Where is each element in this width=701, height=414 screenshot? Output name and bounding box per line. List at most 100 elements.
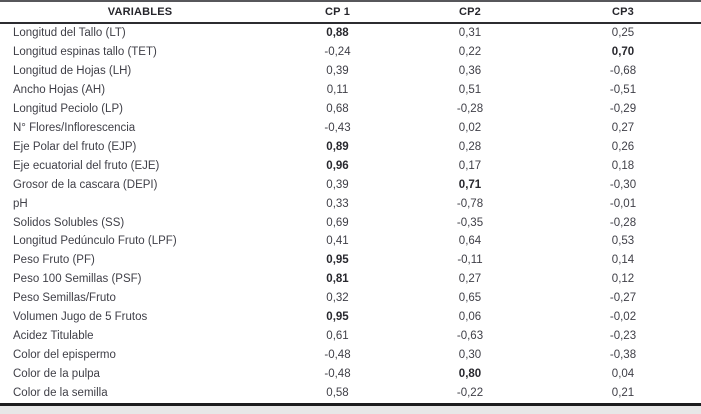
cp1-value-cell: 0,89 bbox=[326, 140, 349, 153]
variable-cell: Color del epispermo bbox=[13, 349, 116, 362]
page-background-strip bbox=[0, 406, 701, 414]
cp2-value-cell: -0,28 bbox=[456, 102, 484, 115]
cp3-value-cell: 0,53 bbox=[611, 235, 635, 248]
variable-cell: N° Flores/Inflorescencia bbox=[13, 121, 136, 134]
cp2-value-cell: 0,64 bbox=[458, 235, 482, 248]
cp1-value-cell: 0,33 bbox=[326, 197, 349, 210]
cp2-value-cell: -0,63 bbox=[456, 330, 484, 343]
table-row: Longitud Peciolo (LP) 0,68 -0,28 -0,29 bbox=[0, 100, 701, 119]
variable-cell: Peso Fruto (PF) bbox=[13, 254, 95, 267]
cp3-value-cell: -0,51 bbox=[609, 83, 637, 96]
table-row: Acidez Titulable 0,61 -0,63 -0,23 bbox=[0, 327, 701, 346]
variable-cell: Grosor de la cascara (DEPI) bbox=[13, 178, 158, 191]
cp1-value-cell: 0,39 bbox=[326, 178, 349, 191]
cp1-value-cell: -0,24 bbox=[324, 45, 351, 58]
cp3-value-cell: -0,30 bbox=[609, 178, 637, 191]
table-row: Ancho Hojas (AH) 0,11 0,51 -0,51 bbox=[0, 81, 701, 100]
table-row: Eje Polar del fruto (EJP) 0,89 0,28 0,26 bbox=[0, 138, 701, 157]
cp3-value-cell: 0,18 bbox=[611, 159, 635, 172]
variable-cell: Peso Semillas/Fruto bbox=[13, 292, 116, 305]
table-row: Eje ecuatorial del fruto (EJE) 0,96 0,17… bbox=[0, 157, 701, 176]
table-row: Color del epispermo -0,48 0,30 -0,38 bbox=[0, 346, 701, 365]
cp1-value-cell: 0,41 bbox=[326, 235, 349, 248]
table-row: Peso 100 Semillas (PSF) 0,81 0,27 0,12 bbox=[0, 270, 701, 289]
table-bottom-rule bbox=[0, 403, 701, 407]
variable-cell: Longitud Pedúnculo Fruto (LPF) bbox=[13, 235, 177, 248]
cp2-value-cell: 0,30 bbox=[458, 349, 482, 362]
cp1-value-cell: 0,68 bbox=[326, 102, 349, 115]
variable-cell: Eje ecuatorial del fruto (EJE) bbox=[13, 159, 160, 172]
cp2-value-cell: 0,80 bbox=[458, 368, 482, 381]
variable-cell: Eje Polar del fruto (EJP) bbox=[13, 140, 137, 153]
table-row: Longitud Pedúnculo Fruto (LPF) 0,41 0,64… bbox=[0, 232, 701, 251]
table-row: Longitud espinas tallo (TET) -0,24 0,22 … bbox=[0, 43, 701, 62]
cp2-value-cell: 0,71 bbox=[458, 178, 482, 191]
cp1-value-cell: 0,69 bbox=[326, 216, 349, 229]
pca-loadings-table: VARIABLES CP 1 CP2 CP3 Longitud del Tall… bbox=[0, 0, 701, 403]
cp2-value-cell: 0,51 bbox=[458, 83, 482, 96]
variable-cell: Longitud espinas tallo (TET) bbox=[13, 45, 157, 58]
variable-cell: Color de la pulpa bbox=[13, 368, 100, 381]
cp3-value-cell: -0,27 bbox=[609, 292, 637, 305]
variable-cell: Longitud Peciolo (LP) bbox=[13, 102, 123, 115]
column-header-cp1: CP 1 bbox=[280, 1, 395, 24]
cp2-value-cell: 0,02 bbox=[458, 121, 482, 134]
cp3-value-cell: 0,14 bbox=[611, 254, 635, 267]
cp2-value-cell: -0,78 bbox=[456, 197, 484, 210]
variable-cell: Ancho Hojas (AH) bbox=[13, 83, 106, 96]
cp1-value-cell: 0,58 bbox=[326, 387, 349, 400]
variable-cell: Peso 100 Semillas (PSF) bbox=[13, 273, 142, 286]
cp2-value-cell: 0,36 bbox=[458, 64, 482, 77]
variable-cell: Longitud de Hojas (LH) bbox=[13, 64, 132, 77]
cp2-value-cell: 0,17 bbox=[458, 159, 482, 172]
variable-cell: pH bbox=[13, 197, 28, 210]
table-row: Peso Semillas/Fruto 0,32 0,65 -0,27 bbox=[0, 289, 701, 308]
table-row: Longitud de Hojas (LH) 0,39 0,36 -0,68 bbox=[0, 62, 701, 81]
table-header: VARIABLES CP 1 CP2 CP3 bbox=[0, 1, 701, 24]
table-row: Solidos Solubles (SS) 0,69 -0,35 -0,28 bbox=[0, 214, 701, 233]
cp3-value-cell: 0,12 bbox=[611, 273, 635, 286]
cp3-value-cell: 0,04 bbox=[611, 368, 635, 381]
table-row: Longitud del Tallo (LT) 0,88 0,31 0,25 bbox=[0, 23, 701, 43]
cp3-value-cell: -0,01 bbox=[609, 197, 637, 210]
cp1-value-cell: 0,11 bbox=[326, 83, 349, 96]
cp1-value-cell: -0,48 bbox=[324, 368, 351, 381]
cp2-value-cell: 0,65 bbox=[458, 292, 482, 305]
variable-cell: Acidez Titulable bbox=[13, 330, 94, 343]
variable-cell: Color de la semilla bbox=[13, 387, 108, 400]
cp2-value-cell: -0,22 bbox=[456, 387, 484, 400]
cp1-value-cell: 0,96 bbox=[326, 159, 349, 172]
header-row: VARIABLES CP 1 CP2 CP3 bbox=[0, 1, 701, 24]
cp3-value-cell: -0,68 bbox=[609, 64, 637, 77]
cp3-value-cell: -0,38 bbox=[609, 349, 637, 362]
cp1-value-cell: 0,81 bbox=[326, 273, 349, 286]
cp3-value-cell: -0,28 bbox=[609, 216, 637, 229]
cp3-value-cell: 0,26 bbox=[611, 140, 635, 153]
cp3-value-cell: 0,21 bbox=[611, 387, 635, 400]
cp1-value-cell: 0,61 bbox=[326, 330, 349, 343]
cp2-value-cell: -0,11 bbox=[457, 254, 483, 267]
cp2-value-cell: 0,28 bbox=[458, 140, 482, 153]
cp3-value-cell: -0,29 bbox=[609, 102, 637, 115]
cp3-value-cell: 0,27 bbox=[611, 121, 635, 134]
column-header-cp3: CP3 bbox=[545, 1, 701, 24]
column-header-cp2: CP2 bbox=[395, 1, 545, 24]
cp1-value-cell: 0,95 bbox=[326, 254, 349, 267]
cp1-value-cell: 0,95 bbox=[326, 311, 349, 324]
cp1-value-cell: -0,48 bbox=[324, 349, 351, 362]
table-body: Longitud del Tallo (LT) 0,88 0,31 0,25 L… bbox=[0, 23, 701, 403]
table-row: pH 0,33 -0,78 -0,01 bbox=[0, 195, 701, 214]
table-row: Peso Fruto (PF) 0,95 -0,11 0,14 bbox=[0, 251, 701, 270]
cp1-value-cell: 0,39 bbox=[326, 64, 349, 77]
cp1-value-cell: 0,32 bbox=[326, 292, 349, 305]
variable-cell: Solidos Solubles (SS) bbox=[13, 216, 125, 229]
table-row: N° Flores/Inflorescencia -0,43 0,02 0,27 bbox=[0, 119, 701, 138]
cp2-value-cell: -0,35 bbox=[456, 216, 484, 229]
table-row: Color de la semilla 0,58 -0,22 0,21 bbox=[0, 384, 701, 403]
cp3-value-cell: -0,02 bbox=[609, 311, 637, 324]
table-row: Color de la pulpa -0,48 0,80 0,04 bbox=[0, 365, 701, 384]
column-header-variables: VARIABLES bbox=[0, 1, 280, 24]
table-row: Volumen Jugo de 5 Frutos 0,95 0,06 -0,02 bbox=[0, 308, 701, 327]
cp3-value-cell: 0,25 bbox=[611, 27, 635, 39]
cp2-value-cell: 0,06 bbox=[458, 311, 482, 324]
